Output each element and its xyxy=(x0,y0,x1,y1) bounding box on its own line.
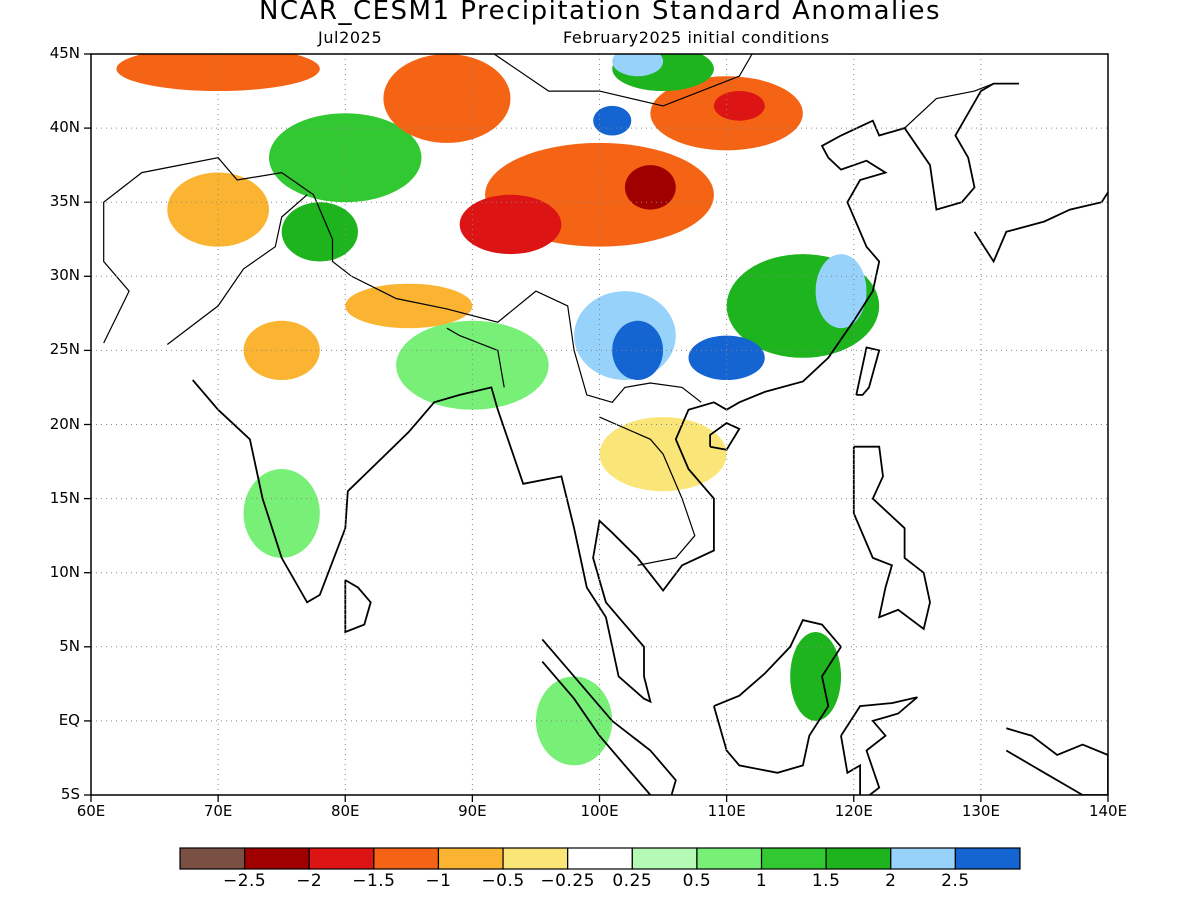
lat-label: 10N xyxy=(49,562,80,581)
anomaly-region xyxy=(116,54,320,92)
anomaly-region xyxy=(345,283,473,329)
anomaly-region xyxy=(612,54,664,77)
colorbar-label: 2.5 xyxy=(941,871,970,891)
colorbar-label: −2 xyxy=(296,871,323,891)
lat-label: 45N xyxy=(49,44,80,62)
coastline xyxy=(192,82,1019,704)
colorbar-swatch xyxy=(696,847,763,870)
anomaly-region xyxy=(383,54,511,143)
plot-area xyxy=(91,54,1108,795)
anomaly-region xyxy=(688,335,765,381)
lon-label: 100E xyxy=(580,802,619,820)
anomaly-region xyxy=(624,165,676,210)
lon-label: 110E xyxy=(707,802,746,820)
colorbar-swatch xyxy=(502,847,569,870)
colorbar-label: 0.25 xyxy=(612,871,653,891)
anomaly-region xyxy=(268,113,422,203)
colorbar-swatch xyxy=(373,847,440,870)
colorbar-swatch xyxy=(244,847,310,870)
anomaly-region xyxy=(612,320,664,381)
lat-label: 40N xyxy=(49,118,80,137)
lon-label: 140E xyxy=(1088,802,1128,820)
country-border xyxy=(446,327,505,388)
country-border xyxy=(904,83,994,129)
colorbar xyxy=(179,847,1021,870)
coastline xyxy=(541,638,677,795)
colorbar-label: 2 xyxy=(885,871,897,891)
initial-conditions: February2025 initial conditions xyxy=(563,28,830,47)
colorbar-label: −0.5 xyxy=(481,871,525,891)
colorbar-swatch xyxy=(179,847,246,870)
lon-label: 70E xyxy=(203,802,233,820)
lat-label: EQ xyxy=(58,710,80,729)
anomaly-region xyxy=(281,202,358,262)
lat-label: 15N xyxy=(49,488,80,507)
coastline xyxy=(840,696,918,795)
lat-label: 25N xyxy=(49,340,80,359)
colorbar-swatch xyxy=(890,847,956,870)
colorbar-swatch xyxy=(308,847,375,870)
coastline xyxy=(344,579,372,634)
anomaly-region xyxy=(713,91,765,121)
colorbar-swatch xyxy=(760,847,827,870)
lat-label: 35N xyxy=(49,192,80,211)
country-border xyxy=(166,194,308,345)
anomaly-region xyxy=(396,320,549,410)
colorbar-swatch xyxy=(567,847,633,870)
coastline xyxy=(713,619,843,774)
colorbar-label: −0.25 xyxy=(540,871,595,891)
forecast-month: Jul2025 xyxy=(318,28,383,47)
colorbar-label: −2.5 xyxy=(222,871,267,891)
lat-label: 20N xyxy=(49,414,80,433)
anomaly-region xyxy=(243,468,320,558)
colorbar-label: 0.5 xyxy=(682,871,712,891)
colorbar-swatch xyxy=(954,847,1021,870)
colorbar-label: 1 xyxy=(755,871,768,891)
colorbar-label: 1.5 xyxy=(811,871,841,891)
map-title: NCAR_CESM1 Precipitation Standard Anomal… xyxy=(258,0,942,26)
country-border xyxy=(493,54,755,107)
coastline xyxy=(855,346,881,396)
country-border xyxy=(599,416,696,566)
colorbar-swatch xyxy=(631,847,698,870)
anomaly-region xyxy=(815,254,867,329)
lat-label: 5N xyxy=(59,636,80,655)
coastline xyxy=(709,421,741,451)
anomaly-region xyxy=(459,194,562,255)
colorbar-label: −1 xyxy=(425,871,452,891)
lon-label: 120E xyxy=(834,802,873,820)
coastline xyxy=(852,445,931,631)
lon-label: 80E xyxy=(330,802,360,820)
colorbar-swatch xyxy=(437,847,504,870)
anomaly-region xyxy=(593,105,632,136)
lat-label: 30N xyxy=(49,266,80,285)
lon-label: 60E xyxy=(76,802,106,820)
anomaly-region xyxy=(790,631,842,721)
lon-label: 90E xyxy=(458,802,487,820)
coastline xyxy=(1005,727,1108,795)
coastline xyxy=(973,190,1108,264)
anomaly-region xyxy=(535,676,613,766)
lat-label: 5S xyxy=(60,785,80,803)
lon-label: 130E xyxy=(961,802,1000,820)
colorbar-swatch xyxy=(825,847,892,870)
colorbar-label: −1.5 xyxy=(352,871,396,891)
